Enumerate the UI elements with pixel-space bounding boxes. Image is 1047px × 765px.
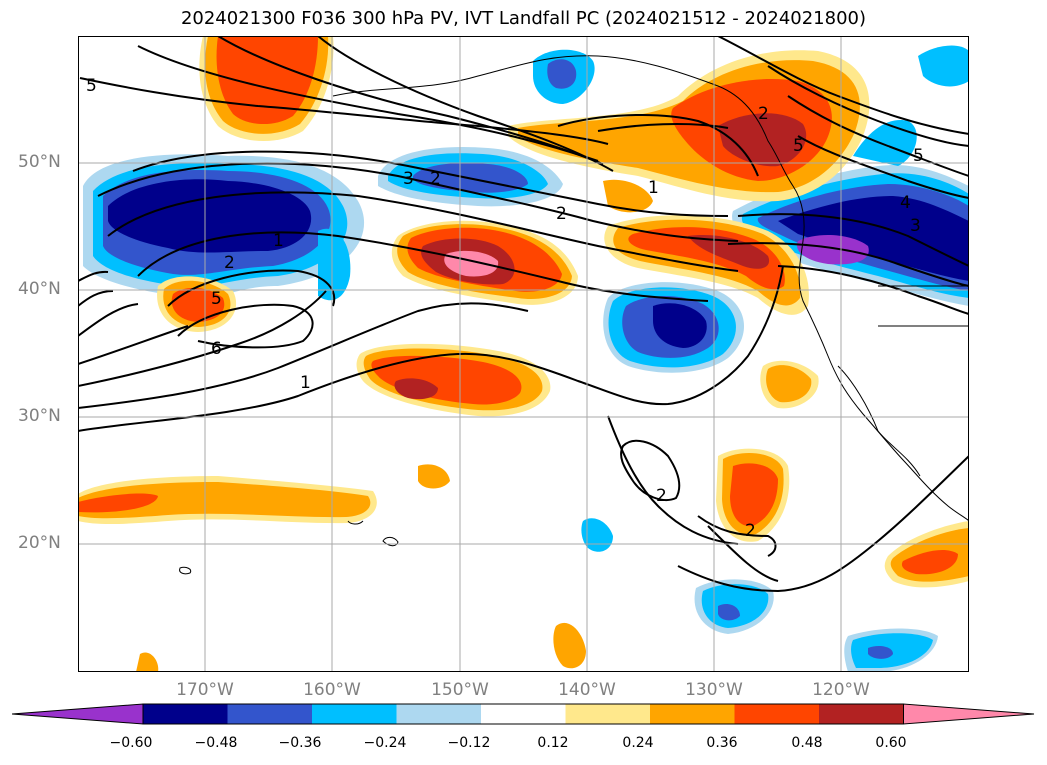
colorbar-segment bbox=[481, 704, 566, 724]
colorbar-tick: −0.24 bbox=[363, 735, 407, 751]
colorbar-segment bbox=[396, 704, 482, 724]
contour-label: 2 bbox=[556, 204, 567, 224]
colorbar-segment bbox=[227, 704, 313, 724]
contour-label: 2 bbox=[430, 169, 441, 189]
colorbar-tick: −0.60 bbox=[109, 735, 153, 751]
contour-label: 5 bbox=[211, 289, 222, 309]
colorbar-segment bbox=[650, 704, 735, 724]
colorbar-segment bbox=[312, 704, 397, 724]
lon-label: 120°W bbox=[812, 680, 870, 700]
lat-label: 40°N bbox=[18, 279, 61, 299]
colorbar-segments bbox=[12, 703, 1035, 725]
contour-label: 6 bbox=[211, 339, 222, 359]
colorbar-tick: 0.36 bbox=[706, 735, 738, 751]
contour-label: 2 bbox=[224, 253, 235, 273]
colorbar-border bbox=[142, 703, 904, 725]
colorbar-tick: 0.12 bbox=[537, 735, 569, 751]
lat-label: 20°N bbox=[18, 533, 61, 553]
contour-label: 1 bbox=[300, 373, 311, 393]
map-panel: 5 1 2 2 5 6 1 3 1 2 2 5 5 4 3 2 2 bbox=[78, 36, 969, 672]
contour-label: 1 bbox=[648, 178, 659, 198]
figure-title: 2024021300 F036 300 hPa PV, IVT Landfall… bbox=[180, 8, 867, 29]
colorbar-extend-high bbox=[903, 703, 1035, 725]
map-canvas: 5 1 2 2 5 6 1 3 1 2 2 5 5 4 3 2 2 bbox=[78, 36, 969, 672]
contour-label: 4 bbox=[900, 193, 911, 213]
colorbar-tick: −0.48 bbox=[194, 735, 238, 751]
colorbar-tick: 0.24 bbox=[622, 735, 654, 751]
colorbar-extend-low bbox=[12, 703, 144, 725]
contour-label: 5 bbox=[793, 136, 804, 156]
contour-label: 2 bbox=[745, 521, 756, 541]
colorbar-segment bbox=[819, 704, 904, 724]
colorbar-segment bbox=[565, 704, 651, 724]
contour-label: 2 bbox=[656, 486, 667, 506]
ivt-contours bbox=[78, 36, 969, 593]
contour-label: 1 bbox=[273, 231, 284, 251]
colorbar-segment bbox=[734, 704, 820, 724]
colorbar-tick: 0.48 bbox=[791, 735, 823, 751]
colorbar-tick: 0.60 bbox=[875, 735, 907, 751]
contour-label: 3 bbox=[403, 169, 414, 189]
colorbar-tick: −0.12 bbox=[447, 735, 491, 751]
map-frame bbox=[78, 36, 969, 672]
lat-label: 50°N bbox=[18, 152, 61, 172]
colorbar-segment bbox=[143, 704, 228, 724]
lon-label: 140°W bbox=[558, 680, 616, 700]
contour-label: 5 bbox=[913, 146, 924, 166]
colorbar-tick: −0.36 bbox=[278, 735, 322, 751]
colorbar bbox=[12, 703, 1035, 725]
pc-shading bbox=[78, 36, 969, 672]
coastlines bbox=[179, 55, 969, 575]
gridlines bbox=[78, 36, 969, 672]
contour-label: 5 bbox=[86, 76, 97, 96]
lon-label: 170°W bbox=[176, 680, 234, 700]
contour-labels: 5 1 2 2 5 6 1 3 1 2 2 5 5 4 3 2 2 bbox=[86, 76, 924, 541]
contour-label: 3 bbox=[910, 216, 921, 236]
contour-label: 2 bbox=[758, 104, 769, 124]
lat-label: 30°N bbox=[18, 406, 61, 426]
lon-label: 150°W bbox=[431, 680, 489, 700]
lon-label: 130°W bbox=[685, 680, 743, 700]
lon-label: 160°W bbox=[303, 680, 361, 700]
